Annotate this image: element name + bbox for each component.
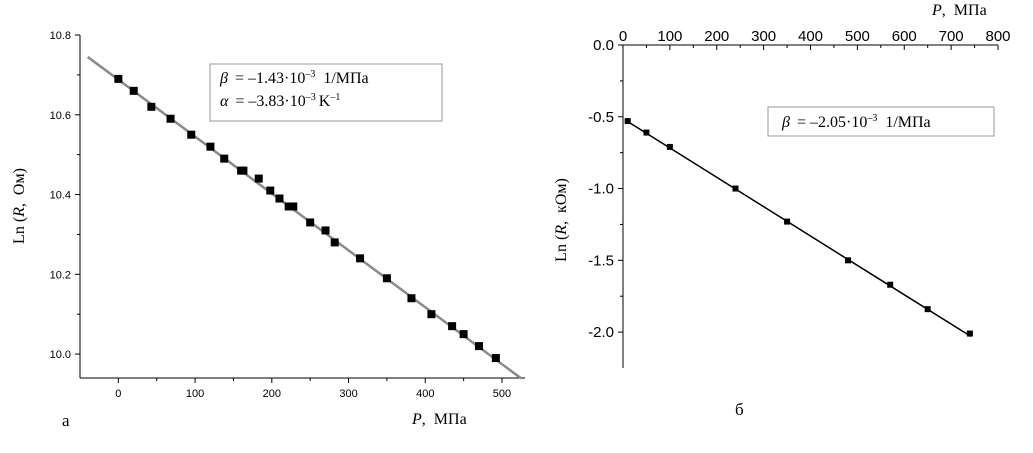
chart-a-data-point (474, 342, 483, 351)
chart-b-xlabel-sym: P (931, 2, 942, 19)
chart-a-data-point (266, 186, 275, 195)
chart-a-beta-unit: 1/МПа (323, 70, 368, 87)
chart-a-data-point (382, 274, 391, 283)
chart-b-ylabel-sym: R (553, 225, 570, 236)
chart-b-data-point (966, 330, 973, 337)
chart-b-panel-label: б (735, 400, 744, 419)
chart-a-alpha-unit: K (319, 93, 331, 110)
chart-a-data-point (306, 218, 315, 227)
chart-a-annotation-box (209, 63, 443, 122)
chart-b-xlabel-unit: МПа (954, 2, 987, 19)
chart-b-data-point (924, 306, 931, 313)
chart-a-data-point (321, 226, 330, 235)
chart-b-x-tick-label: 500 (845, 28, 870, 45)
chart-b-points (624, 118, 973, 337)
chart-b-x-tick-label: 600 (892, 28, 917, 45)
chart-a-data-point (129, 86, 138, 95)
chart-b-data-point (732, 185, 739, 192)
chart-b-data-point (643, 129, 650, 136)
chart-b-y-tick-label: -2.0 (588, 324, 614, 341)
chart-a-data-point (275, 194, 284, 203)
chart-b-x-tick-label: 300 (751, 28, 776, 45)
chart-a-annotation-alpha: α = –3.83·10–3 K–1 (220, 92, 340, 110)
chart-a-data-point (427, 310, 436, 319)
chart-a-y-tick-label: 10.4 (50, 190, 71, 202)
chart-b-y-tick-label: -1.5 (588, 252, 614, 269)
chart-b-x-tick-label: 700 (939, 28, 964, 45)
chart-a-beta-value: = –1.43·10 (235, 70, 305, 87)
chart-a-x-tick-label: 100 (186, 388, 204, 400)
chart-b-x-tick-label: 0 (619, 28, 627, 45)
chart-a-data-point (407, 294, 416, 303)
chart-b-y-tick-label: -1.0 (588, 181, 614, 198)
chart-b-ylabel: Ln (R, кОм) (553, 178, 570, 262)
chart-a-data-point (166, 114, 175, 123)
chart-a-data-point (206, 142, 215, 151)
chart-b-ylabel-unit: кОм (553, 183, 570, 212)
chart-b-beta-exp: –3 (866, 113, 877, 124)
chart-b-data-point (784, 218, 791, 225)
chart-b-y-tick-label: 0.0 (593, 37, 614, 54)
chart-a-ylabel-unit: Ом (11, 173, 28, 195)
chart-b-fit-line (624, 119, 972, 338)
chart-a-alpha-value: = –3.83·10 (235, 93, 305, 110)
chart-a-data-point (220, 154, 229, 163)
chart-a-data-point (459, 330, 468, 339)
chart-b-ticks: 0 100 200 300 400 500 600 700 800 0.0 -0.5 -1.0 -1.5… (588, 28, 1010, 341)
chart-a-xlabel-sym: P (411, 411, 422, 428)
chart-b-annotation-box (767, 106, 995, 137)
chart-a-data-point (330, 238, 339, 247)
chart-b-x-tick-label: 100 (657, 28, 682, 45)
chart-a-data-point (284, 202, 293, 211)
chart-a-x-tick-label: 300 (339, 388, 357, 400)
chart-a-y-tick-label: 10.2 (50, 269, 71, 281)
chart-b-xlabel: P, МПа (931, 2, 987, 19)
chart-a-xlabel-unit: МПа (434, 411, 467, 428)
chart-a-data-point (187, 130, 196, 139)
chart-b: 0 100 200 300 400 500 600 700 800 0.0 -0.5 -1.0 -1.5… (553, 2, 1011, 419)
chart-a-data-point (254, 174, 263, 183)
chart-a-annotation-beta: β = –1.43·10–3 1/МПа (219, 69, 369, 87)
chart-b-data-point (666, 143, 673, 150)
chart-a-y-tick-label: 10.6 (50, 110, 71, 122)
chart-a-x-tick-label: 500 (493, 388, 511, 400)
chart-a-y-tick-label: 10.8 (50, 30, 71, 42)
chart-a-x-tick-label: 200 (263, 388, 281, 400)
chart-b-annotation-beta: β = –2.05·10–3 1/МПа (781, 113, 931, 131)
chart-a-beta-exp: –3 (304, 69, 315, 80)
chart-b-x-tick-label: 200 (704, 28, 729, 45)
chart-a-data-point (239, 166, 248, 175)
chart-a-data-point (114, 74, 123, 83)
chart-b-x-tick-label: 400 (798, 28, 823, 45)
chart-a-alpha-unit-exp: –1 (329, 92, 340, 103)
chart-a-xlabel: P, МПа (411, 411, 467, 428)
chart-a-data-point (491, 354, 500, 363)
chart-b-data-point (624, 118, 631, 125)
chart-a-alpha-exp: –3 (305, 92, 316, 103)
chart-a-data-point (448, 322, 457, 331)
chart-a-panel-label: а (62, 411, 70, 430)
chart-a-ticks: 0 100 200 300 400 500 10.0 10.2 10.4 10.6 10.8 (50, 30, 512, 400)
chart-b-data-point (845, 257, 851, 264)
chart-a-data-point (147, 102, 156, 111)
chart-a-ylabel-sym: R (11, 207, 28, 218)
chart-a-x-tick-label: 0 (115, 388, 121, 400)
chart-b-data-point (887, 281, 894, 288)
chart-b-y-tick-label: -0.5 (588, 109, 614, 126)
chart-a-y-tick-label: 10.0 (50, 349, 71, 361)
chart-a-points (114, 74, 500, 363)
chart-b-beta-value: = –2.05·10 (797, 114, 867, 131)
chart-b-ylabel-prefix: Ln ( (553, 235, 570, 262)
chart-a-ylabel-prefix: Ln ( (11, 217, 28, 244)
chart-b-beta-unit: 1/МПа (885, 114, 930, 131)
chart-a-ylabel: Ln (R, Ом) (11, 168, 28, 244)
chart-a-x-tick-label: 400 (416, 388, 434, 400)
chart-a-data-point (289, 202, 298, 211)
chart-a-data-point (356, 254, 365, 263)
chart-b-x-tick-label: 800 (985, 28, 1010, 45)
